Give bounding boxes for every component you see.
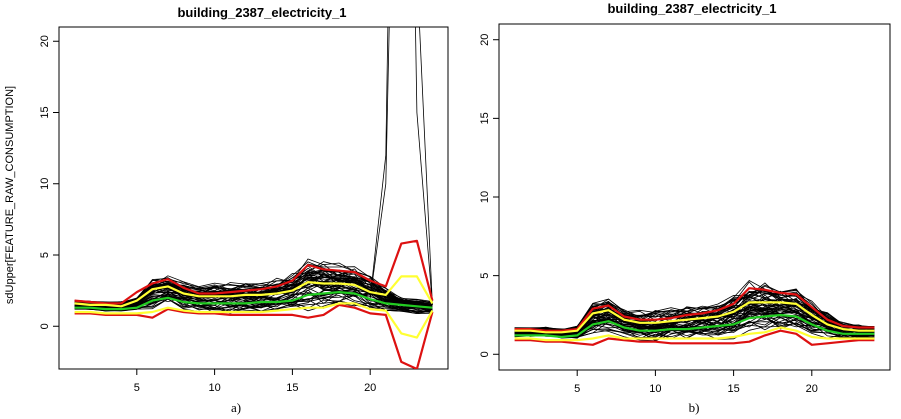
panel-b-y-tick-label: 10: [479, 191, 491, 203]
panel-b-caption: b): [689, 400, 700, 415]
panel-a-summary-line: [74, 291, 433, 311]
panel-a-x-tick-label: 20: [364, 382, 376, 394]
panel-b-y-tick-label: 15: [479, 112, 491, 124]
panel-a-caption: a): [231, 400, 241, 415]
panel-a-plot: 5 10 15 20 0 5 10 15 20: [39, 26, 449, 394]
panel-a-y-tick-label: 5: [39, 252, 51, 258]
panel-a-y-tick-label: 20: [39, 35, 51, 47]
panel-a-spike-line: [369, 27, 433, 305]
panel-b-y-tick-label: 0: [479, 351, 491, 357]
panel-b-summary-line: [514, 301, 875, 334]
panel-b-bundle-line: [514, 312, 875, 340]
panel-a: building_2387_electricity_1 sdUpper[FEAT…: [4, 5, 449, 415]
panel-b-x-tick-label: 20: [806, 383, 818, 395]
panel-a-bundle-line: [74, 268, 433, 306]
panel-a-x-tick-label: 15: [286, 382, 298, 394]
panel-a-bundle-line: [74, 268, 433, 305]
panel-a-y-axis-label: sdUpper[FEATURE_RAW_CONSUMPTION]: [4, 86, 16, 304]
panel-a-x-tick-label: 5: [134, 382, 140, 394]
panel-a-x-tick-label: 10: [208, 382, 220, 394]
panel-a-y-tick-label: 0: [39, 323, 51, 329]
panel-b-y-tick-label: 20: [479, 34, 491, 46]
panel-a-summary-line: [74, 239, 434, 305]
panel-b-x-tick-label: 5: [574, 383, 580, 395]
panel-b-plot: 5 10 15 20 0 5 10 15 20: [479, 23, 891, 395]
panel-b: building_2387_electricity_1 b) 5 10 15 2005…: [479, 1, 891, 415]
panel-a-bundle-line: [74, 298, 433, 315]
panel-b-summary-line: [514, 287, 875, 332]
panel-b-bundle-line: [514, 308, 875, 337]
panel-b-title: building_2387_electricity_1: [607, 1, 776, 16]
panel-a-summary-line: [74, 303, 434, 369]
panel-b-summary-line: [514, 326, 875, 342]
panel-b-y-tick-label: 5: [479, 273, 491, 279]
panel-b-summary-line: [514, 313, 875, 339]
panel-a-spike-line: [369, 27, 433, 305]
panel-a-y-tick-label: 10: [39, 178, 51, 190]
panel-a-summary-line: [74, 275, 434, 308]
panel-a-plot-frame: [58, 26, 449, 370]
panel-b-summary-line: [514, 329, 875, 346]
panel-b-x-tick-label: 15: [727, 383, 739, 395]
panel-b-x-tick-label: 10: [649, 383, 661, 395]
panel-a-summary-line: [74, 302, 434, 339]
panel-a-y-tick-label: 15: [39, 106, 51, 118]
panel-a-title: building_2387_electricity_1: [177, 5, 346, 20]
